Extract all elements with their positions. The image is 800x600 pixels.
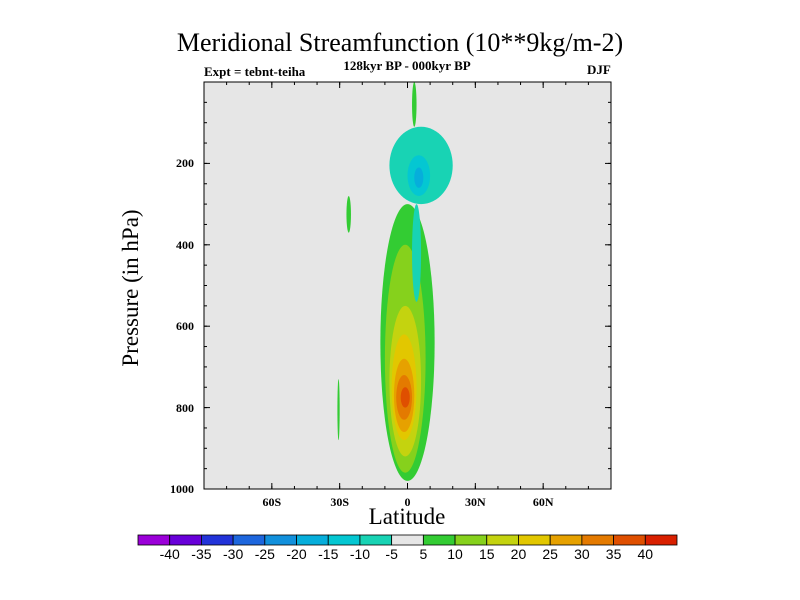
x-tick-label: 30N [464,495,486,509]
colorbar-box [137,534,171,546]
time-range-label: 128kyr BP - 000kyr BP [343,58,471,73]
colorbar-box [581,534,614,546]
y-tick-label: 600 [176,319,194,334]
experiment-label: Expt = tebnt-teiha [204,64,306,79]
colorbar-label: -20 [286,546,307,562]
colorbar-label: 5 [419,546,428,562]
season-label: DJF [587,62,611,77]
colorbar-label: -15 [318,546,339,562]
colorbar-label: 35 [605,546,622,562]
contour-region-9 [414,167,424,188]
colorbar-label: -30 [222,546,244,562]
colorbar-label: 15 [478,546,495,562]
colorbar-box [201,534,234,546]
colorbar-box [518,534,551,546]
x-tick-label: 60N [532,495,554,509]
colorbar-label: 25 [542,546,558,562]
y-axis-label: Pressure (in hPa) [118,209,143,367]
contour-region-13 [412,82,417,127]
colorbar-box [296,534,329,546]
colorbar-box [169,534,202,546]
colorbar-label: -35 [191,546,212,562]
colorbar-box [327,534,361,546]
colorbar-box [486,534,519,546]
colorbar-label: 10 [447,546,463,562]
colorbar-box [359,534,393,546]
colorbar-label: 30 [574,546,590,562]
colorbar-box [613,534,646,546]
x-tick-label: 0 [404,495,411,509]
colorbar-box [232,534,266,546]
colorbar-label: -40 [159,546,180,562]
colorbar-label: -5 [385,546,398,562]
contour-region-11 [346,195,351,233]
contour-region-10 [412,204,422,302]
colorbar-box [549,534,583,546]
colorbar-label: 20 [510,546,527,562]
colorbar-box [454,534,488,546]
y-tick-label: 400 [176,237,194,252]
contour-region-6 [400,387,410,408]
colorbar-label: -10 [349,546,371,562]
y-tick-label: 800 [176,400,194,415]
x-tick-label: 30S [330,495,349,509]
x-axis-label: Latitude [368,504,446,529]
chart-title: Meridional Streamfunction (10**9kg/m-2) [176,28,624,57]
colorbar-box [391,534,424,546]
colorbar-box [644,534,678,546]
colorbar-label: -25 [254,546,275,562]
colorbar-box [264,534,297,546]
y-tick-label: 1000 [170,482,194,496]
colorbar-label: 40 [637,546,654,562]
contour-region-12 [337,379,340,441]
x-tick-label: 60S [262,495,282,509]
y-tick-label: 200 [176,156,194,171]
colorbar-box [422,534,456,546]
